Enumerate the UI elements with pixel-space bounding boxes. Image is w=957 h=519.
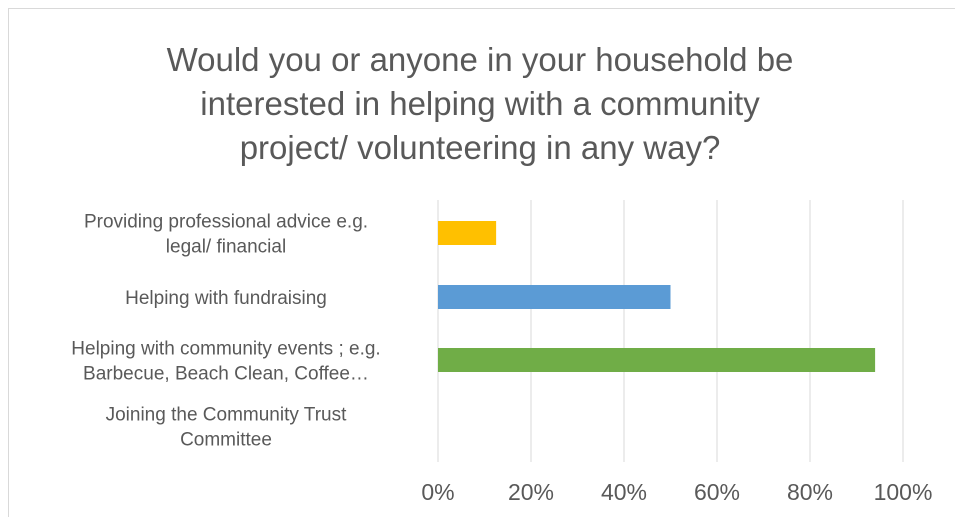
chart-title-line: interested in helping with a community <box>200 85 760 122</box>
category-label: Helping with fundraising <box>125 288 327 309</box>
x-tick-label: 100% <box>874 479 933 505</box>
chart-title: Would you or anyone in your household be… <box>60 38 900 170</box>
category-label: Joining the Community Trust Committee <box>106 405 347 451</box>
x-tick-label: 0% <box>421 479 454 505</box>
bar <box>438 285 671 309</box>
bar <box>438 348 876 372</box>
bar <box>438 221 497 245</box>
x-tick-label: 20% <box>508 479 554 505</box>
category-label: Helping with community events ; e.g. Barb… <box>71 339 380 385</box>
chart-title-line: project/ volunteering in any way? <box>239 129 721 166</box>
x-tick-label: 40% <box>601 479 647 505</box>
chart-frame <box>8 8 955 517</box>
category-label: Providing professional advice e.g. legal/… <box>84 212 368 258</box>
x-tick-label: 60% <box>694 479 740 505</box>
x-tick-label: 80% <box>787 479 833 505</box>
chart-title-line: Would you or anyone in your household be <box>166 41 794 78</box>
